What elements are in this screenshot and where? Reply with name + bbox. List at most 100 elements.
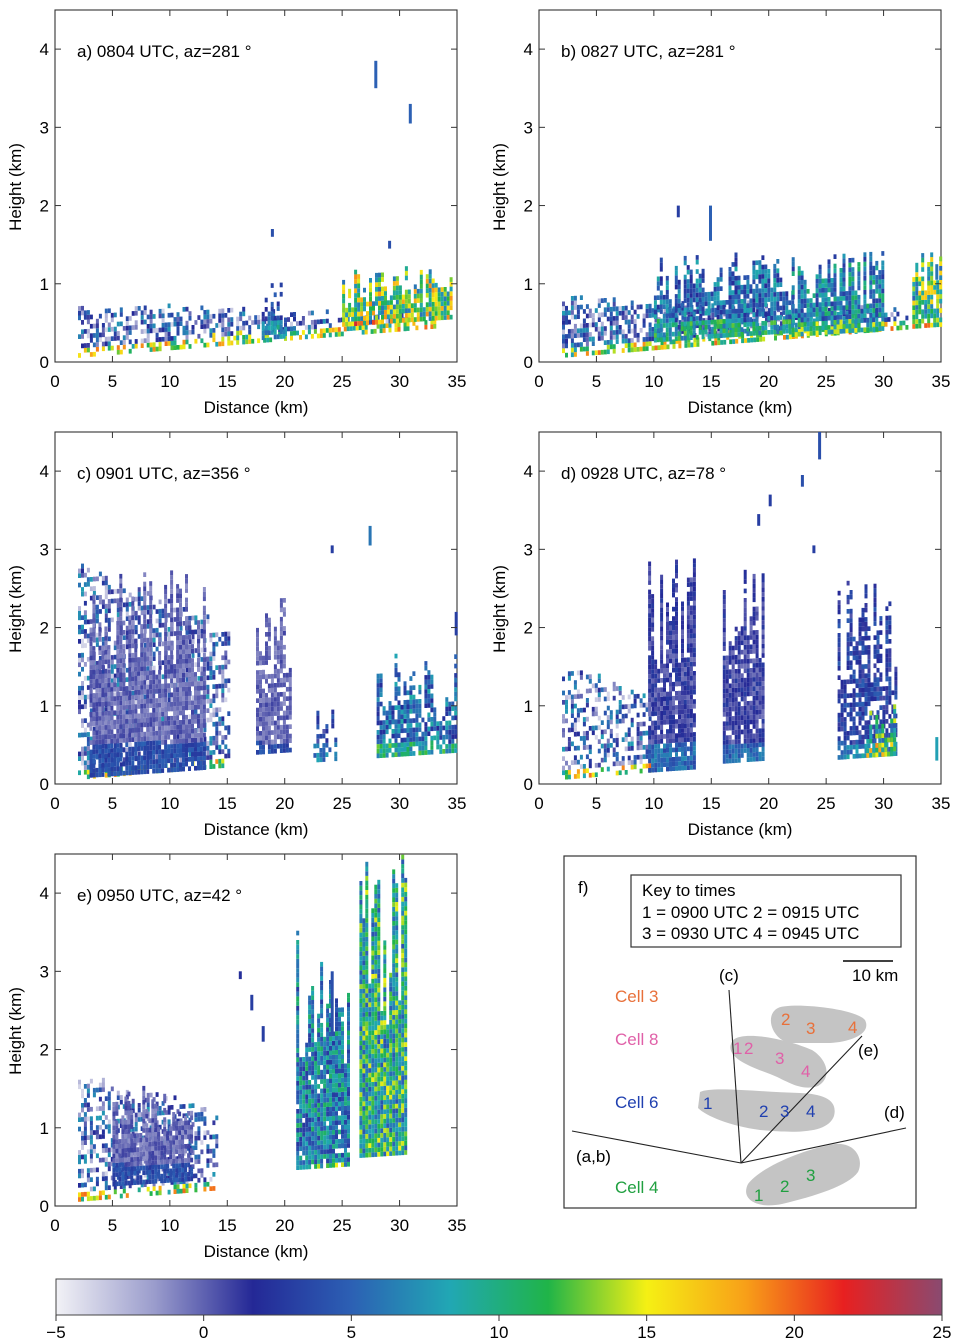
echo-cell [863,289,867,295]
echo-cell [376,744,380,749]
echo-cell [125,751,129,757]
echo-cell [848,309,852,315]
echo-cell [815,279,819,284]
echo-cell [236,316,240,322]
echo-cell [753,318,757,324]
echo-cell [701,297,705,302]
echo-cell [92,716,96,722]
echo-cell [251,338,255,344]
echo-cell [122,648,126,654]
echo-cell [797,317,801,323]
echo-cell [773,268,777,274]
echo-cell [134,709,138,714]
echo-cell [848,304,852,310]
echo-cell [743,317,747,323]
echo-cell [242,320,246,326]
echo-cell [267,645,271,651]
echo-cell [833,254,837,259]
echo-cell [282,696,286,702]
echo-cell [170,753,174,759]
echo-cell [651,345,655,351]
echo-cell [851,314,855,319]
echo-cell [927,323,931,328]
echo-cell [659,299,663,305]
echo-cell [397,327,401,332]
echo-cell [149,731,153,737]
echo-cell [116,653,120,659]
echo-cell [164,650,168,656]
echo-cell [704,301,708,307]
echo-cell [767,269,771,274]
echo-cell [770,320,774,326]
echo-cell [788,300,792,306]
echo-cell [585,327,589,333]
echo-cell [137,722,141,728]
echo-cell [878,270,882,275]
echo-cell [401,299,405,304]
echo-cell [609,321,613,326]
echo-cell [173,631,177,636]
echo-cell [224,753,228,759]
echo-cell [125,765,129,771]
echo-cell [143,764,147,770]
echo-cell [86,732,90,737]
echo-cell [83,694,87,700]
echo-cell [146,314,150,320]
echo-cell [319,748,323,753]
echo-cell [167,734,171,740]
echo-cell [372,301,375,306]
echo-cell [698,278,702,284]
echo-cell [434,297,438,302]
echo-cell [119,653,123,659]
echo-cell [128,671,132,677]
echo-cell [137,751,141,757]
echo-cell [659,328,663,333]
echo-cell [182,654,185,659]
echo-cell [936,313,940,318]
echo-cell [407,312,411,318]
echo-cell [442,739,446,745]
echo-cell [125,733,129,738]
echo-cell [270,697,274,702]
echo-cell [185,625,188,631]
echo-cell [197,657,200,663]
echo-cell [878,298,882,303]
echo-cell [403,742,407,747]
echo-cell [212,651,216,657]
echo-cell [653,333,657,338]
echo-cell [842,320,846,326]
echo-cell [773,273,777,278]
echo-cell [915,309,919,315]
echo-cell [360,302,364,307]
echo-cell [239,325,243,331]
echo-cell [422,316,426,322]
echo-cell [734,275,738,281]
echo-cell [439,749,443,754]
echo-cell [671,317,675,323]
echo-cell [279,706,283,711]
echo-cell [381,300,384,306]
echo-cell [842,286,846,292]
echo-cell [812,307,816,313]
echo-cell [152,754,156,760]
echo-cell [107,589,111,595]
echo-cell [582,318,586,324]
echo-cell [827,311,831,316]
echo-cell [818,269,822,275]
echo-cell [648,313,652,318]
echo-cell [722,319,726,324]
echo-cell [146,726,150,732]
echo-cell [282,607,286,612]
echo-cell [869,280,873,285]
echo-cell [89,688,93,694]
echo-cell [351,307,355,313]
echo-cell [95,735,99,740]
echo-cell [394,681,398,687]
echo-cell [815,297,819,303]
echo-cell [179,724,182,730]
echo-cell [397,723,401,729]
echo-cell [134,700,138,705]
echo-cell [662,318,666,324]
echo-cell [284,317,287,323]
echo-cell [821,306,825,312]
